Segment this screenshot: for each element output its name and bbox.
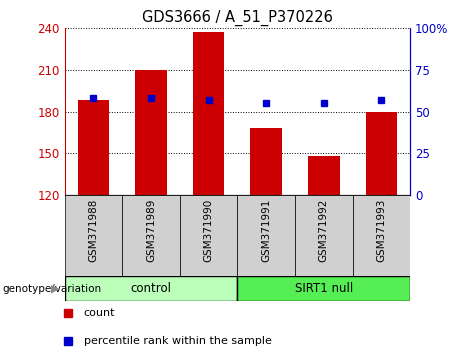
Bar	[353, 195, 410, 276]
Bar	[193, 33, 225, 195]
Bar	[65, 276, 237, 301]
Bar	[65, 195, 122, 276]
Bar	[77, 101, 109, 195]
Text: count: count	[83, 308, 115, 318]
Bar	[308, 156, 340, 195]
Text: GSM371990: GSM371990	[204, 199, 213, 262]
Text: GSM371992: GSM371992	[319, 199, 329, 262]
Bar	[237, 195, 295, 276]
Text: control: control	[130, 282, 171, 295]
Title: GDS3666 / A_51_P370226: GDS3666 / A_51_P370226	[142, 9, 333, 25]
Text: ▶: ▶	[52, 284, 60, 293]
Text: GSM371993: GSM371993	[377, 199, 386, 262]
Text: SIRT1 null: SIRT1 null	[295, 282, 353, 295]
Text: percentile rank within the sample: percentile rank within the sample	[83, 336, 272, 346]
Bar	[122, 195, 180, 276]
Bar	[366, 112, 397, 195]
Text: GSM371989: GSM371989	[146, 199, 156, 262]
Bar	[135, 70, 167, 195]
Text: genotype/variation: genotype/variation	[2, 284, 101, 293]
Bar	[250, 128, 282, 195]
Bar	[237, 276, 410, 301]
Bar	[295, 195, 353, 276]
Text: GSM371991: GSM371991	[261, 199, 271, 262]
Bar	[180, 195, 237, 276]
Text: GSM371988: GSM371988	[89, 199, 98, 262]
